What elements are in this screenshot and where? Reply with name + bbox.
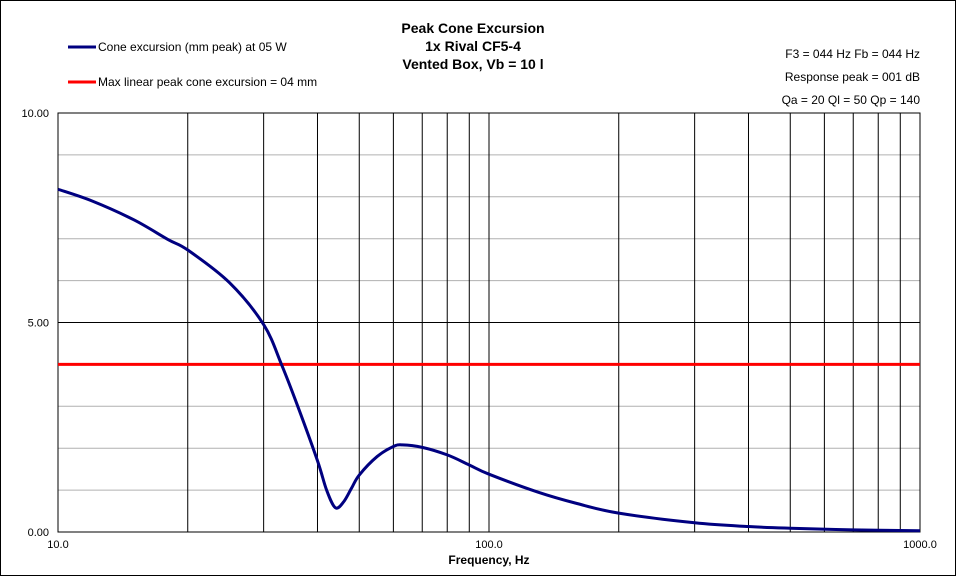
annotation-f3-fb: F3 = 044 Hz Fb = 044 Hz: [785, 47, 920, 61]
plot-area-border: [57, 112, 921, 533]
x-tick-label: 10.0: [47, 539, 68, 551]
chart-title-line-1: Peak Cone Excursion: [401, 20, 544, 36]
legend: Cone excursion (mm peak) at 05 W Max lin…: [68, 40, 317, 89]
x-axis-label: Frequency, Hz: [448, 553, 529, 567]
chart-title-line-2: 1x Rival CF5-4: [425, 38, 521, 54]
chart-title-line-3: Vented Box, Vb = 10 l: [402, 56, 543, 72]
y-tick-label: 0.00: [28, 527, 49, 539]
legend-label-excursion: Cone excursion (mm peak) at 05 W: [98, 40, 287, 54]
y-tick-label: 10.00: [21, 108, 49, 120]
annotation-response-peak: Response peak = 001 dB: [785, 70, 920, 84]
legend-label-xmax: Max linear peak cone excursion = 04 mm: [98, 75, 317, 89]
cone-excursion-curve: [57, 187, 921, 533]
annotation-q-values: Qa = 20 Ql = 50 Qp = 140: [782, 93, 921, 107]
y-tick-label: 5.00: [28, 318, 49, 330]
x-tick-label: 1000.0: [903, 539, 937, 551]
x-tick-label: 100.0: [475, 539, 503, 551]
